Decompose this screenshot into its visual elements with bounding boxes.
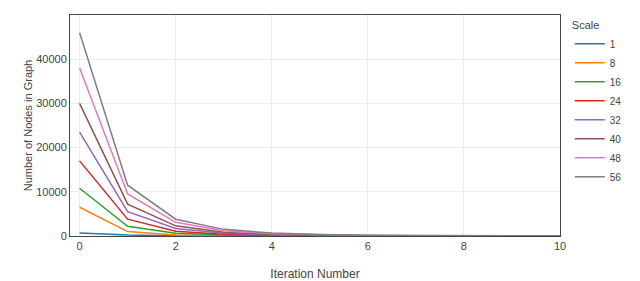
svg-text:8: 8 (610, 58, 616, 69)
svg-text:2: 2 (173, 240, 179, 252)
svg-text:24: 24 (610, 96, 622, 107)
svg-text:40000: 40000 (36, 53, 67, 65)
svg-text:10: 10 (554, 240, 566, 252)
svg-text:16: 16 (610, 77, 622, 88)
svg-text:48: 48 (610, 153, 622, 164)
svg-text:8: 8 (461, 240, 467, 252)
svg-text:Number of Nodes in Graph: Number of Nodes in Graph (22, 60, 34, 191)
svg-text:40: 40 (610, 134, 622, 145)
svg-text:32: 32 (610, 115, 622, 126)
svg-text:6: 6 (365, 240, 371, 252)
svg-text:0: 0 (61, 230, 67, 242)
svg-text:Scale: Scale (572, 19, 600, 31)
svg-text:4: 4 (269, 240, 275, 252)
svg-text:0: 0 (77, 240, 83, 252)
svg-text:56: 56 (610, 172, 622, 183)
svg-text:1: 1 (610, 39, 616, 50)
svg-text:10000: 10000 (36, 186, 67, 198)
svg-text:Iteration Number: Iteration Number (270, 267, 359, 281)
svg-text:30000: 30000 (36, 97, 67, 109)
svg-text:20000: 20000 (36, 141, 67, 153)
